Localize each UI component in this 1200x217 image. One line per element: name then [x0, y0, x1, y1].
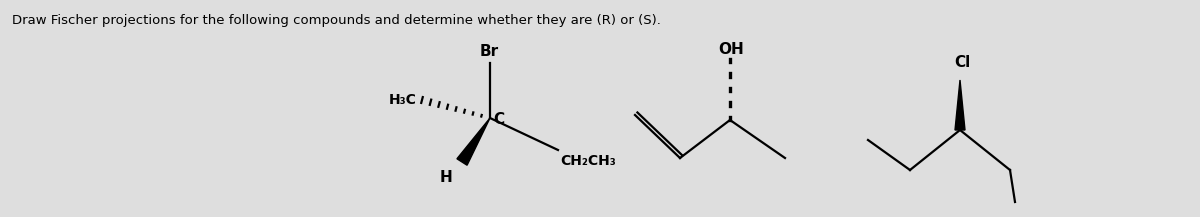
- Text: CH₂CH₃: CH₂CH₃: [560, 154, 616, 168]
- Text: H: H: [439, 170, 452, 185]
- Text: C: C: [493, 112, 504, 127]
- Text: H₃C: H₃C: [389, 93, 418, 107]
- Polygon shape: [457, 118, 490, 165]
- Text: Br: Br: [480, 44, 498, 59]
- Polygon shape: [955, 80, 965, 130]
- Text: OH: OH: [718, 42, 744, 57]
- Text: Cl: Cl: [954, 55, 970, 70]
- Text: Draw Fischer projections for the following compounds and determine whether they : Draw Fischer projections for the followi…: [12, 14, 661, 27]
